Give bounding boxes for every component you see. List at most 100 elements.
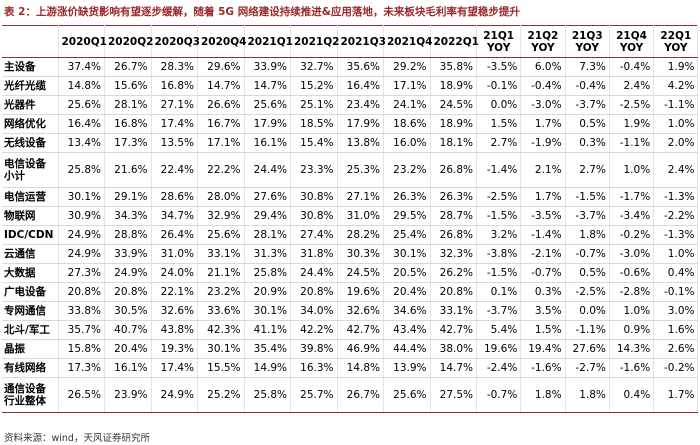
value-cell: 17.9% <box>337 114 384 134</box>
value-cell: 26.5% <box>58 377 105 413</box>
value-cell: 0.0% <box>565 301 610 321</box>
header-cell: 21Q4 YOY <box>609 25 655 58</box>
value-cell: 20.8% <box>290 282 338 302</box>
value-cell: 35.6% <box>337 57 384 77</box>
value-cell: 2.7% <box>476 133 522 153</box>
value-cell: 27.5% <box>430 377 477 413</box>
value-cell: 34.7% <box>151 206 198 226</box>
value-cell: 29.5% <box>383 206 431 226</box>
value-cell: 19.4% <box>520 339 566 359</box>
value-cell: 35.8% <box>430 57 477 77</box>
row-label: 主设备 <box>2 57 59 77</box>
table-body: 主设备 37.4% 26.7% 28.3% 29.6% 33.9% 32.7% 35.6% 29… <box>2 57 699 413</box>
value-cell: 0.3% <box>565 133 610 153</box>
value-cell: 34.6% <box>383 301 431 321</box>
header-cell: 2021Q2 <box>290 25 339 58</box>
value-cell: 17.1% <box>383 76 431 96</box>
value-cell: -3.7% <box>565 95 610 115</box>
value-cell: 18.5% <box>290 114 338 134</box>
value-cell: -1.1% <box>565 320 610 340</box>
value-cell: 28.1% <box>244 225 291 245</box>
value-cell: 33.9% <box>104 244 152 264</box>
value-cell: 16.7% <box>197 114 245 134</box>
value-cell: 25.6% <box>383 377 431 413</box>
value-cell: -1.9% <box>520 133 566 153</box>
value-cell: 1.0% <box>609 152 655 188</box>
value-cell: 20.8% <box>430 282 477 302</box>
value-cell: 14.7% <box>244 76 291 96</box>
value-cell: 26.4% <box>151 225 198 245</box>
header-cell: 2021Q4 <box>383 25 432 58</box>
value-cell: -0.4% <box>520 76 566 96</box>
value-cell: -2.1% <box>520 244 566 264</box>
table-row: 电信设备 小计 25.8% 21.6% 22.4% 22.2% 24.4% 23.3% 25.… <box>2 152 699 188</box>
header-cell: 21Q2 YOY <box>520 25 566 58</box>
value-cell: -2.8% <box>609 282 655 302</box>
value-cell: 23.3% <box>290 152 338 188</box>
value-cell: -0.1% <box>653 282 699 302</box>
value-cell: 3.5% <box>520 301 566 321</box>
value-cell: 16.1% <box>244 133 291 153</box>
value-cell: 19.6% <box>337 282 384 302</box>
row-label: IDC/CDN <box>2 225 59 245</box>
value-cell: -0.2% <box>653 358 699 378</box>
source-note: 资料来源：wind，天风证券研究所 <box>4 433 150 444</box>
value-cell: 24.9% <box>151 377 198 413</box>
value-cell: 32.7% <box>290 57 338 77</box>
value-cell: -3.5% <box>520 206 566 226</box>
value-cell: 26.2% <box>430 263 477 283</box>
value-cell: 29.6% <box>197 57 245 77</box>
value-cell: 21.1% <box>197 263 245 283</box>
value-cell: 13.4% <box>58 133 105 153</box>
value-cell: -3.0% <box>520 95 566 115</box>
value-cell: 32.9% <box>197 206 245 226</box>
value-cell: 16.1% <box>104 358 152 378</box>
value-cell: 32.6% <box>151 301 198 321</box>
value-cell: 15.5% <box>197 358 245 378</box>
table-row: 无线设备 13.4% 17.3% 13.5% 17.1% 16.1% 15.4% 13.8% 1… <box>2 133 699 153</box>
value-cell: 18.9% <box>430 76 477 96</box>
row-label: 电信设备 小计 <box>2 152 59 188</box>
table-row: 晶振 15.8% 20.4% 19.3% 30.1% 35.4% 39.8% 46.9% 44.… <box>2 339 699 359</box>
table-row: 通信设备 行业整体 26.5% 23.9% 24.9% 25.2% 25.8% 25.7% 2… <box>2 377 699 413</box>
value-cell: -0.6% <box>609 263 655 283</box>
value-cell: -1.5% <box>476 206 522 226</box>
table-row: 光器件 25.6% 28.1% 27.1% 26.6% 25.6% 25.1% 23.4% 24… <box>2 95 699 115</box>
value-cell: 33.1% <box>430 301 477 321</box>
value-cell: 16.4% <box>337 76 384 96</box>
value-cell: 31.0% <box>337 206 384 226</box>
value-cell: 15.4% <box>290 133 338 153</box>
value-cell: 2.1% <box>520 152 566 188</box>
row-label: 光器件 <box>2 95 59 115</box>
value-cell: 17.3% <box>58 358 105 378</box>
value-cell: 6.0% <box>520 57 566 77</box>
value-cell: 22.4% <box>151 152 198 188</box>
value-cell: 17.9% <box>244 114 291 134</box>
value-cell: -1.5% <box>565 187 610 207</box>
row-label: 有线网络 <box>2 358 59 378</box>
value-cell: 28.7% <box>430 206 477 226</box>
value-cell: 24.9% <box>104 263 152 283</box>
value-cell: 24.5% <box>430 95 477 115</box>
value-cell: 23.2% <box>197 282 245 302</box>
value-cell: 0.5% <box>565 114 610 134</box>
value-cell: 2.6% <box>653 339 699 359</box>
value-cell: 1.5% <box>476 114 522 134</box>
table-row: 专网通信 33.8% 30.5% 32.6% 33.6% 30.1% 34.0% 32.6% 3… <box>2 301 699 321</box>
value-cell: 34.3% <box>104 206 152 226</box>
value-cell: 16.8% <box>104 114 152 134</box>
value-cell: -0.2% <box>609 225 655 245</box>
value-cell: 25.6% <box>244 95 291 115</box>
value-cell: 13.9% <box>383 358 431 378</box>
row-label: 大数据 <box>2 263 59 283</box>
value-cell: -0.7% <box>520 263 566 283</box>
value-cell: 25.7% <box>290 377 338 413</box>
value-cell: 31.0% <box>151 244 198 264</box>
table-row: 广电设备 20.8% 20.8% 22.1% 23.2% 20.9% 20.8% 19.6% 2… <box>2 282 699 302</box>
value-cell: 7.3% <box>565 57 610 77</box>
header-cell: 21Q3 YOY <box>565 25 610 58</box>
value-cell: 1.7% <box>653 377 699 413</box>
value-cell: 27.3% <box>58 263 105 283</box>
table-row: 网络优化 16.4% 16.8% 17.4% 16.7% 17.9% 18.5% 17.9% 1… <box>2 114 699 134</box>
